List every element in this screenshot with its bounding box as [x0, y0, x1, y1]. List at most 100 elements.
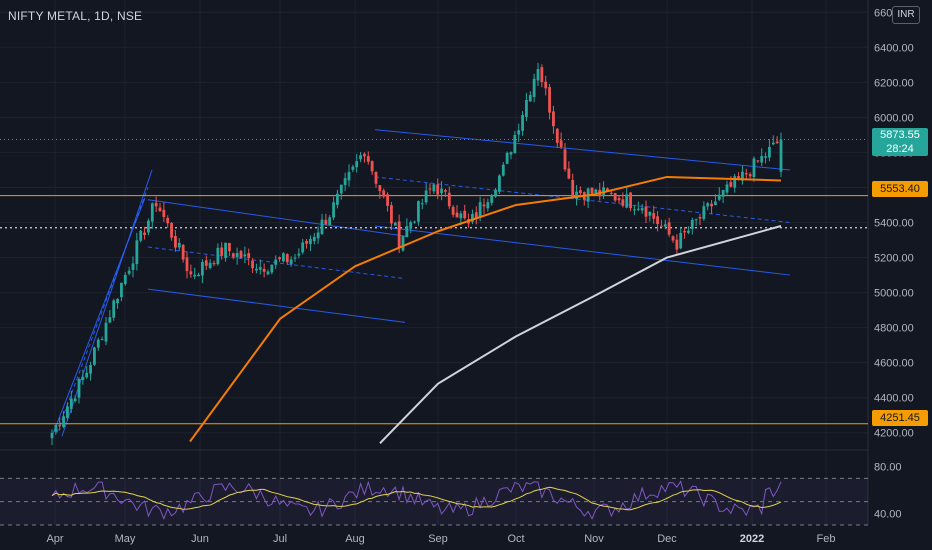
candle-body — [139, 230, 143, 241]
time-tick-label: Feb — [817, 533, 836, 545]
candle-body — [424, 190, 428, 203]
candle-body — [62, 416, 65, 427]
time-tick-label: Aug — [345, 533, 365, 545]
candle-body — [756, 160, 760, 162]
candle-body — [710, 203, 713, 207]
currency-button[interactable]: INR — [892, 6, 920, 24]
candle-body — [89, 365, 92, 374]
candle-body — [297, 253, 301, 256]
candle-body — [189, 271, 193, 275]
candle-body — [494, 189, 497, 197]
countdown-value: 28:24 — [886, 143, 914, 155]
candle-body — [698, 217, 702, 219]
candlesticks — [50, 62, 783, 446]
candle-body — [216, 247, 220, 265]
candle-body — [127, 270, 131, 274]
candle-body — [193, 274, 197, 277]
candle-body — [201, 261, 204, 276]
candle-body — [771, 142, 775, 145]
candle-body — [714, 201, 717, 206]
candle-body — [378, 185, 382, 192]
candle-body — [278, 257, 281, 260]
candle-body — [525, 100, 528, 117]
candle-body — [428, 188, 432, 190]
price-tick-label: 6000.00 — [874, 112, 914, 124]
candle-body — [721, 189, 725, 197]
candle-body — [594, 189, 598, 194]
candle-body — [737, 175, 740, 179]
candle-body — [100, 339, 104, 341]
candle-body — [768, 146, 771, 158]
candle-body — [625, 194, 629, 208]
candle-body — [66, 406, 69, 418]
candle-body — [312, 236, 316, 242]
candle-body — [532, 78, 536, 98]
time-tick-label: Sep — [428, 533, 448, 545]
candle-body — [555, 128, 559, 143]
candle-body — [463, 210, 467, 219]
candle-body — [158, 207, 162, 211]
candle-body — [174, 235, 177, 248]
price-axis[interactable]: 4200.00 4400.00 4600.00 4800.00 5000.00 5200.… — [874, 7, 914, 520]
candle-body — [255, 268, 258, 271]
candle-body — [150, 203, 154, 222]
candle-body — [320, 219, 324, 235]
candle-body — [228, 242, 231, 252]
time-tick-label: Jun — [191, 533, 209, 545]
candle-body — [235, 252, 239, 258]
channel-line — [374, 225, 791, 276]
candle-body — [513, 134, 517, 154]
candle-body — [741, 171, 744, 181]
candle-body — [567, 168, 571, 179]
candle-body — [486, 202, 490, 209]
candle-body — [96, 339, 100, 348]
candle-body — [285, 254, 289, 263]
candle-body — [81, 376, 85, 381]
candle-body — [224, 242, 227, 258]
candle-body — [644, 206, 648, 217]
price-tick-label: 4200.00 — [874, 428, 914, 440]
candle-body — [54, 424, 58, 432]
moving-average-long-line — [379, 225, 782, 444]
candle-body — [528, 95, 532, 102]
candle-body — [417, 201, 420, 222]
candle-body — [401, 236, 405, 251]
candle-body — [382, 190, 386, 197]
candle-body — [536, 69, 540, 81]
candle-body — [760, 155, 764, 163]
candle-body — [675, 239, 679, 250]
time-axis[interactable]: Apr May Jun Jul Aug Sep Oct Nov Dec 2022 Feb — [46, 533, 835, 545]
candle-body — [359, 155, 362, 160]
candle-body — [116, 298, 119, 304]
candle-body — [436, 184, 440, 195]
candle-body — [301, 242, 305, 253]
candle-body — [293, 257, 297, 259]
candle-body — [181, 245, 185, 260]
candle-body — [706, 203, 710, 207]
candle-body — [143, 232, 146, 235]
candle-body — [147, 220, 150, 233]
candle-body — [405, 226, 409, 238]
time-tick-label: Jul — [273, 533, 287, 545]
candle-body — [77, 379, 81, 398]
price-tick-label: 5400.00 — [874, 218, 914, 230]
candle-body — [413, 221, 416, 223]
candle-body — [690, 219, 694, 229]
candle-body — [617, 198, 621, 201]
candle-body — [390, 205, 393, 224]
candle-body — [459, 213, 463, 219]
time-tick-label: Nov — [584, 533, 604, 545]
candle-body — [123, 274, 127, 285]
candle-body — [671, 236, 675, 241]
candle-body — [575, 191, 578, 200]
candle-body — [440, 188, 443, 194]
candle-body — [683, 231, 686, 233]
candle-body — [73, 398, 77, 402]
candle-body — [579, 190, 582, 194]
candle-body — [687, 230, 690, 233]
candle-body — [347, 172, 351, 181]
rsi-line — [51, 480, 782, 520]
candle-body — [725, 184, 729, 193]
candle-body — [120, 282, 123, 298]
